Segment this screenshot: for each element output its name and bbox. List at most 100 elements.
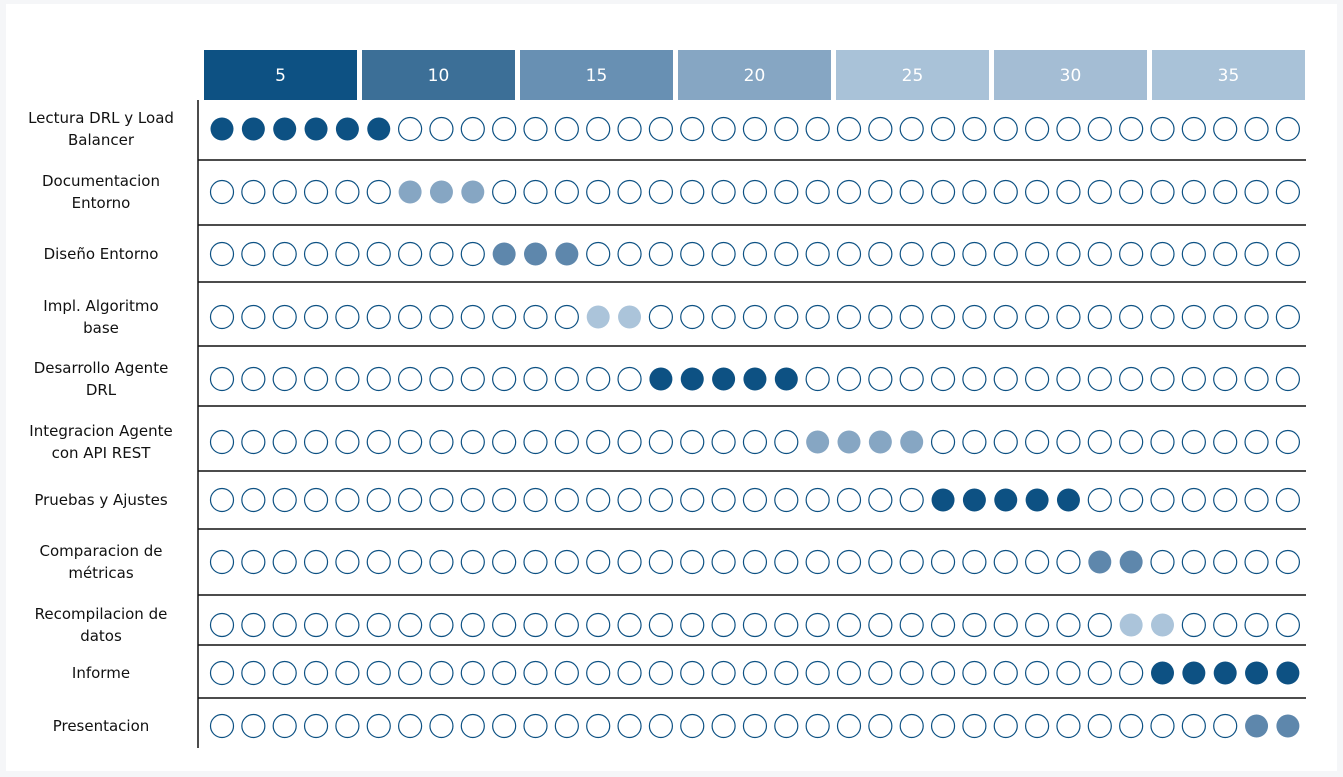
period-dot-empty [303,487,329,513]
period-dot-empty [1244,612,1269,638]
header-label-10: 10 [428,66,450,86]
period-dot-empty [1024,713,1050,739]
period-dot-empty [742,304,768,330]
period-dot-empty [1056,116,1081,142]
period-dot-empty [993,713,1018,739]
period-dot-empty [1181,366,1206,392]
period-dot-empty [962,660,987,686]
period-dot-empty [774,241,799,267]
period-dot-empty [1087,713,1112,739]
period-dot-empty [1213,612,1238,638]
period-dot-empty [962,179,987,205]
header-label-20: 20 [744,66,766,86]
period-dot-filled [210,117,234,141]
period-dot-empty [930,660,956,686]
period-dot-empty [1087,660,1112,686]
period-dot-empty [648,241,674,267]
period-dot-filled [1276,714,1300,738]
period-dot-empty [617,612,642,638]
period-dot-empty [1024,241,1050,267]
period-dot-empty [993,612,1018,638]
period-dot-filled [241,117,265,141]
period-dot-empty [1181,179,1206,205]
period-dot-empty [742,487,768,513]
period-dot-empty [868,660,893,686]
period-dot-empty [1244,304,1269,330]
header-label-25: 25 [902,66,924,86]
period-dot-empty [335,713,360,739]
period-dot-empty [711,116,736,142]
period-dot-empty [272,304,297,330]
period-dot-empty [586,549,611,575]
period-dot-empty [1087,304,1112,330]
period-dot-empty [460,549,485,575]
period-dot-empty [398,487,423,513]
period-dot-empty [241,713,266,739]
period-dot-empty [209,549,235,575]
period-dot-empty [993,660,1018,686]
period-dot-empty [303,549,329,575]
period-dot-empty [836,366,862,392]
period-dot-empty [805,241,830,267]
period-dot-empty [1087,116,1112,142]
period-dot-empty [1181,304,1206,330]
period-dot-empty [1119,713,1144,739]
period-dot-empty [523,179,548,205]
period-dot-empty [460,612,485,638]
task-row: Presentacion [53,713,1300,739]
period-dot-empty [272,429,297,455]
period-dot-empty [680,487,705,513]
task-row: Impl. Algoritmo base [43,297,1301,337]
period-dot-empty [1181,549,1206,575]
period-dot-empty [1150,241,1175,267]
period-dot-empty [272,549,297,575]
period-dot-empty [930,179,956,205]
period-dot-empty [1150,487,1175,513]
period-dot-empty [492,429,517,455]
period-dot-empty [774,660,799,686]
period-dot-empty [366,549,391,575]
period-dot-empty [962,116,987,142]
period-dot-empty [930,549,956,575]
period-dot-empty [1244,116,1269,142]
period-dot-empty [586,116,611,142]
period-dot-empty [1213,366,1238,392]
period-dot-empty [899,487,924,513]
period-dot-empty [648,116,674,142]
period-dot-empty [680,549,705,575]
gantt-chart-frame: 5 10 15 20 25 30 35 Lectura DRL y Load Balancer D… [6,4,1337,771]
period-dot-empty [1213,429,1238,455]
period-dot-empty [962,713,987,739]
period-dot-empty [523,116,548,142]
period-dot-empty [899,241,924,267]
period-dot-empty [398,304,423,330]
period-dot-empty [617,429,642,455]
period-dot-filled [367,117,391,141]
period-dot-empty [366,660,391,686]
period-dot-empty [774,487,799,513]
period-dot-empty [962,612,987,638]
period-dot-empty [366,179,391,205]
period-dot-empty [962,241,987,267]
period-dot-empty [554,487,579,513]
period-dot-empty [774,179,799,205]
period-dot-empty [899,366,924,392]
period-dot-empty [805,116,830,142]
period-dot-empty [1024,116,1050,142]
period-dot-empty [1087,429,1112,455]
period-dot-empty [899,660,924,686]
period-dot-empty [1087,179,1112,205]
period-dot-empty [492,713,517,739]
period-dot-empty [460,429,485,455]
header-label-5: 5 [275,66,286,86]
period-dot-filled [492,242,516,266]
period-dot-empty [805,549,830,575]
period-dot-empty [398,429,423,455]
period-dot-filled [586,305,610,329]
period-dot-empty [1244,179,1269,205]
period-dot-empty [1150,116,1175,142]
task-row: Diseño Entorno [44,241,1301,267]
gantt-chart: 5 10 15 20 25 30 35 Lectura DRL y Load Balancer D… [28,50,1306,748]
period-dot-empty [1275,116,1301,142]
period-dot-empty [648,304,674,330]
